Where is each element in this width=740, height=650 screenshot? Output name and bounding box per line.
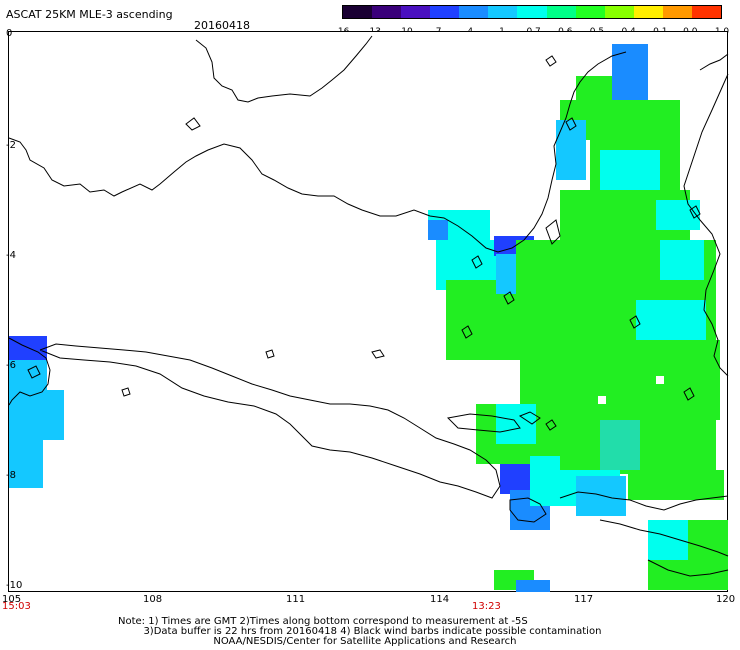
lat-label: -8 — [6, 470, 16, 481]
colorbar-segment — [430, 6, 460, 18]
time-label: 15:03 — [2, 601, 31, 612]
colorbar-segment — [343, 6, 373, 18]
colorbar-segment — [401, 6, 431, 18]
product-title: ASCAT 25KM MLE-3 ascending — [6, 8, 173, 21]
lon-label: 114 — [430, 594, 450, 605]
colorbar-segment — [517, 6, 547, 18]
colorbar-segment — [662, 6, 692, 18]
lon-label: 108 — [143, 594, 163, 605]
swath-cell — [9, 390, 64, 440]
colorbar-segment — [691, 6, 722, 18]
swath-gap — [598, 396, 606, 404]
lon-label: 105 — [2, 594, 22, 605]
colorbar-segment — [546, 6, 576, 18]
footer-line-3: NOAA/NESDIS/Center for Satellite Applica… — [213, 636, 517, 647]
time-label: 13:23 — [472, 601, 501, 612]
swath-cell — [9, 440, 43, 488]
footer-line-2: 3)Data buffer is 22 hrs from 20160418 4)… — [143, 626, 602, 637]
lat-label: 0 — [6, 28, 13, 39]
lat-label: -6 — [6, 360, 16, 371]
lon-label: 120 — [716, 594, 736, 605]
colorbar-segment — [488, 6, 518, 18]
lon-label: 111 — [286, 594, 306, 605]
product-date: 20160418 — [194, 19, 250, 32]
swath-cell — [628, 470, 724, 500]
swath-cell — [612, 44, 648, 104]
lat-label: -2 — [6, 140, 16, 151]
swath-cell — [648, 520, 688, 560]
footer-line-1: Note: 1) Times are GMT 2)Times along bot… — [118, 616, 528, 627]
swath-cell — [428, 220, 448, 240]
swath-cell — [600, 420, 640, 470]
swath-cell — [9, 360, 47, 390]
colorbar-segment — [604, 6, 634, 18]
swath-cell — [496, 404, 536, 444]
swath-cell — [576, 476, 626, 516]
footer-note: Note: 1) Times are GMT 2)Times along bot… — [118, 617, 601, 647]
colorbar-segment — [372, 6, 402, 18]
swath-cell — [600, 150, 660, 190]
lon-label: 117 — [574, 594, 594, 605]
colorbar-segment — [459, 6, 489, 18]
swath-cell — [660, 240, 704, 280]
lat-label: -4 — [6, 250, 16, 261]
swath-cell — [516, 580, 550, 592]
colorbar — [342, 5, 722, 19]
colorbar-segment — [633, 6, 663, 18]
colorbar-segment — [575, 6, 605, 18]
coastline — [8, 35, 729, 577]
lat-label: -10 — [6, 580, 23, 591]
swath-gap — [656, 376, 664, 384]
swath-cell — [656, 200, 700, 230]
